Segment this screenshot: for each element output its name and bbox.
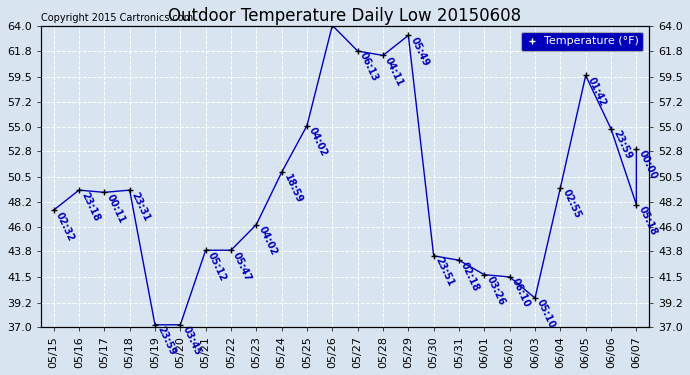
Text: 06:10: 06:10: [510, 277, 532, 309]
Text: 00:00: 00:00: [636, 149, 658, 181]
Text: 23:31: 23:31: [130, 190, 152, 222]
Text: 03:45: 03:45: [180, 325, 202, 357]
Text: 23:51: 23:51: [434, 256, 456, 288]
Text: 23:59: 23:59: [155, 325, 177, 357]
Text: 04:02: 04:02: [307, 126, 329, 158]
Text: 02:55: 02:55: [560, 188, 582, 220]
Text: 23:59: 23:59: [611, 129, 633, 161]
Text: 06:13: 06:13: [357, 51, 380, 83]
Text: 00:11: 00:11: [104, 192, 126, 225]
Text: 05:10: 05:10: [535, 298, 558, 330]
Text: 14:04: 14:04: [0, 374, 1, 375]
Text: 05:18: 05:18: [636, 205, 658, 237]
Text: 05:12: 05:12: [206, 250, 228, 282]
Text: 18:59: 18:59: [282, 172, 304, 205]
Text: 04:11: 04:11: [383, 56, 405, 88]
Legend: Temperature (°F): Temperature (°F): [521, 32, 644, 51]
Text: 01:42: 01:42: [586, 75, 608, 108]
Text: Copyright 2015 Cartronics.com: Copyright 2015 Cartronics.com: [41, 13, 193, 24]
Text: 03:26: 03:26: [484, 275, 506, 307]
Text: 05:49: 05:49: [408, 35, 431, 68]
Text: 05:47: 05:47: [231, 250, 253, 282]
Title: Outdoor Temperature Daily Low 20150608: Outdoor Temperature Daily Low 20150608: [168, 7, 522, 25]
Text: 02:32: 02:32: [54, 210, 76, 243]
Text: 04:02: 04:02: [256, 225, 279, 257]
Text: 02:18: 02:18: [459, 260, 481, 292]
Text: 23:18: 23:18: [79, 190, 101, 222]
